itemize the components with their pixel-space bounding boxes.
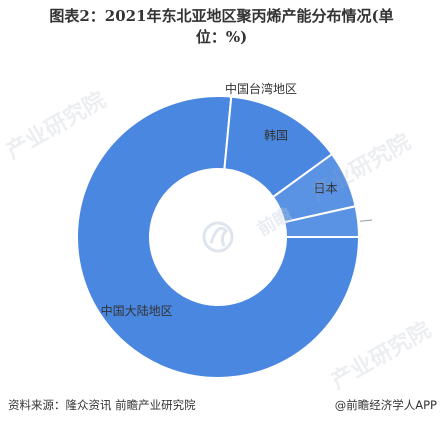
chart-title-line-2: 位：%) (195, 28, 248, 46)
slice-4-leader (360, 219, 373, 222)
slice-3-label: 日本 (314, 181, 338, 195)
slice-1-label: 中国大陆地区 (101, 303, 173, 318)
credit-note: @前瞻经济学人APP (334, 398, 437, 412)
footer: 资料来源：隆众资讯 前瞻产业研究院 @前瞻经济学人APP (0, 397, 443, 415)
center-logo (202, 221, 234, 253)
source-note: 资料来源：隆众资讯 前瞻产业研究院 (8, 398, 196, 412)
chart-title: 图表2：2021年东北亚地区聚丙烯产能分布情况(单 位：%) (0, 6, 443, 48)
donut-slices (76, 95, 361, 379)
chart-title-line-1: 图表2：2021年东北亚地区聚丙烯产能分布情况(单 (49, 7, 394, 25)
slice-4-label: 中国台湾地区 (225, 81, 297, 96)
slice-2-label: 韩国 (264, 127, 288, 142)
slice-1 (76, 95, 361, 379)
slice-4 (283, 205, 361, 238)
